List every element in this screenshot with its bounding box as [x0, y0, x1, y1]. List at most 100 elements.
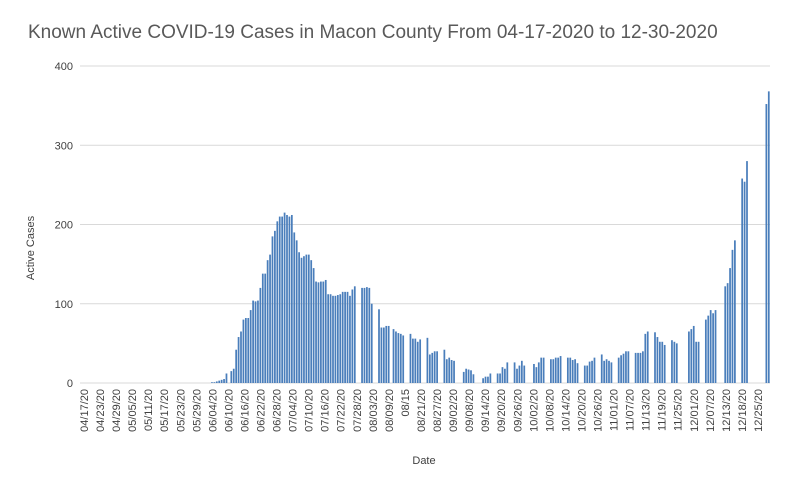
bar	[259, 287, 262, 383]
gridlines	[80, 65, 770, 384]
bar	[591, 360, 593, 383]
bar	[317, 282, 320, 383]
x-tick-label: 11/19/20	[657, 389, 669, 431]
bar	[419, 339, 422, 383]
bar	[663, 344, 666, 383]
bar	[487, 376, 489, 383]
bar	[465, 368, 468, 383]
bar	[695, 341, 698, 383]
bar	[627, 351, 630, 383]
bar	[552, 359, 555, 383]
bar	[765, 104, 768, 383]
bar	[453, 360, 455, 383]
x-tick-label: 09/20/20	[496, 389, 508, 432]
bar	[620, 355, 622, 383]
bar	[257, 300, 259, 383]
bar	[252, 300, 254, 383]
bar	[298, 252, 300, 383]
bar	[295, 240, 298, 383]
bar	[746, 161, 748, 383]
bar	[692, 325, 695, 383]
x-tick-label: 10/08/20	[544, 389, 556, 432]
bar	[274, 230, 276, 383]
bar	[501, 367, 504, 383]
bar	[443, 349, 446, 383]
bar	[707, 315, 710, 383]
bar	[537, 362, 540, 383]
bar	[639, 352, 642, 383]
x-tick-label: 04/17/20	[79, 389, 91, 432]
bar	[305, 254, 308, 383]
x-tick-label: 11/25/20	[673, 389, 685, 431]
bar	[399, 333, 402, 383]
bar	[334, 295, 337, 383]
x-tick-label: 07/16/20	[320, 389, 332, 432]
bar	[540, 357, 543, 383]
x-tick-label: 07/28/20	[352, 389, 364, 432]
bar	[351, 289, 354, 383]
bar	[283, 212, 286, 383]
bar	[496, 373, 499, 383]
x-tick-label: 05/29/20	[191, 389, 203, 432]
x-tick-label: 04/23/20	[95, 389, 107, 432]
y-axis-title: Active Cases	[25, 215, 37, 280]
x-tick-label: 05/11/20	[143, 389, 155, 431]
bar	[709, 310, 712, 383]
bar	[232, 368, 235, 383]
bar	[266, 260, 269, 383]
bar	[482, 378, 484, 383]
bar	[608, 360, 610, 383]
x-axis-title: Date	[412, 455, 435, 467]
bar	[247, 318, 250, 383]
bar	[729, 268, 731, 383]
bar	[361, 287, 363, 383]
bar	[450, 360, 453, 383]
x-tick-label: 08/03/20	[368, 389, 380, 432]
x-tick-label: 06/28/20	[272, 389, 284, 432]
bar	[734, 240, 736, 383]
x-tick-label: 05/05/20	[127, 389, 139, 432]
x-tick-label: 08/21/20	[416, 389, 428, 432]
bar	[237, 337, 240, 383]
bar	[426, 337, 429, 383]
x-tick-label: 12/07/20	[705, 389, 717, 432]
bar	[617, 357, 620, 383]
bar	[341, 291, 344, 383]
x-tick-label: 09/26/20	[512, 389, 524, 432]
bar	[559, 356, 562, 383]
bar	[542, 357, 545, 383]
x-tick-label: 12/25/20	[753, 389, 765, 432]
x-tick-label: 10/02/20	[528, 389, 540, 432]
x-tick-label: 06/04/20	[207, 389, 219, 432]
chart-title: Known Active COVID-19 Cases in Macon Cou…	[28, 22, 718, 43]
bar	[409, 333, 412, 383]
bar	[566, 357, 569, 383]
bar	[516, 368, 518, 383]
bar	[642, 351, 644, 383]
x-tick-label: 07/10/20	[304, 389, 316, 432]
bar	[448, 357, 451, 383]
bar	[244, 318, 247, 383]
bar	[276, 221, 279, 383]
x-tick-label: 12/13/20	[721, 389, 733, 432]
bar	[332, 295, 334, 383]
bar	[550, 359, 552, 383]
bar	[625, 351, 627, 383]
bar	[290, 214, 293, 383]
bar	[307, 254, 310, 383]
bar	[387, 325, 390, 383]
bar	[240, 331, 242, 383]
x-tick-label: 10/14/20	[560, 389, 572, 432]
bar	[278, 216, 281, 383]
bar	[223, 379, 225, 383]
bar	[741, 178, 744, 383]
y-tick-label: 200	[55, 220, 73, 232]
bar	[395, 331, 397, 383]
bar	[520, 360, 523, 383]
bar	[634, 352, 637, 383]
x-tick-label: 11/07/20	[625, 389, 637, 431]
bar	[213, 382, 216, 383]
bar	[445, 359, 448, 383]
bar	[600, 354, 603, 383]
bar	[225, 373, 228, 383]
